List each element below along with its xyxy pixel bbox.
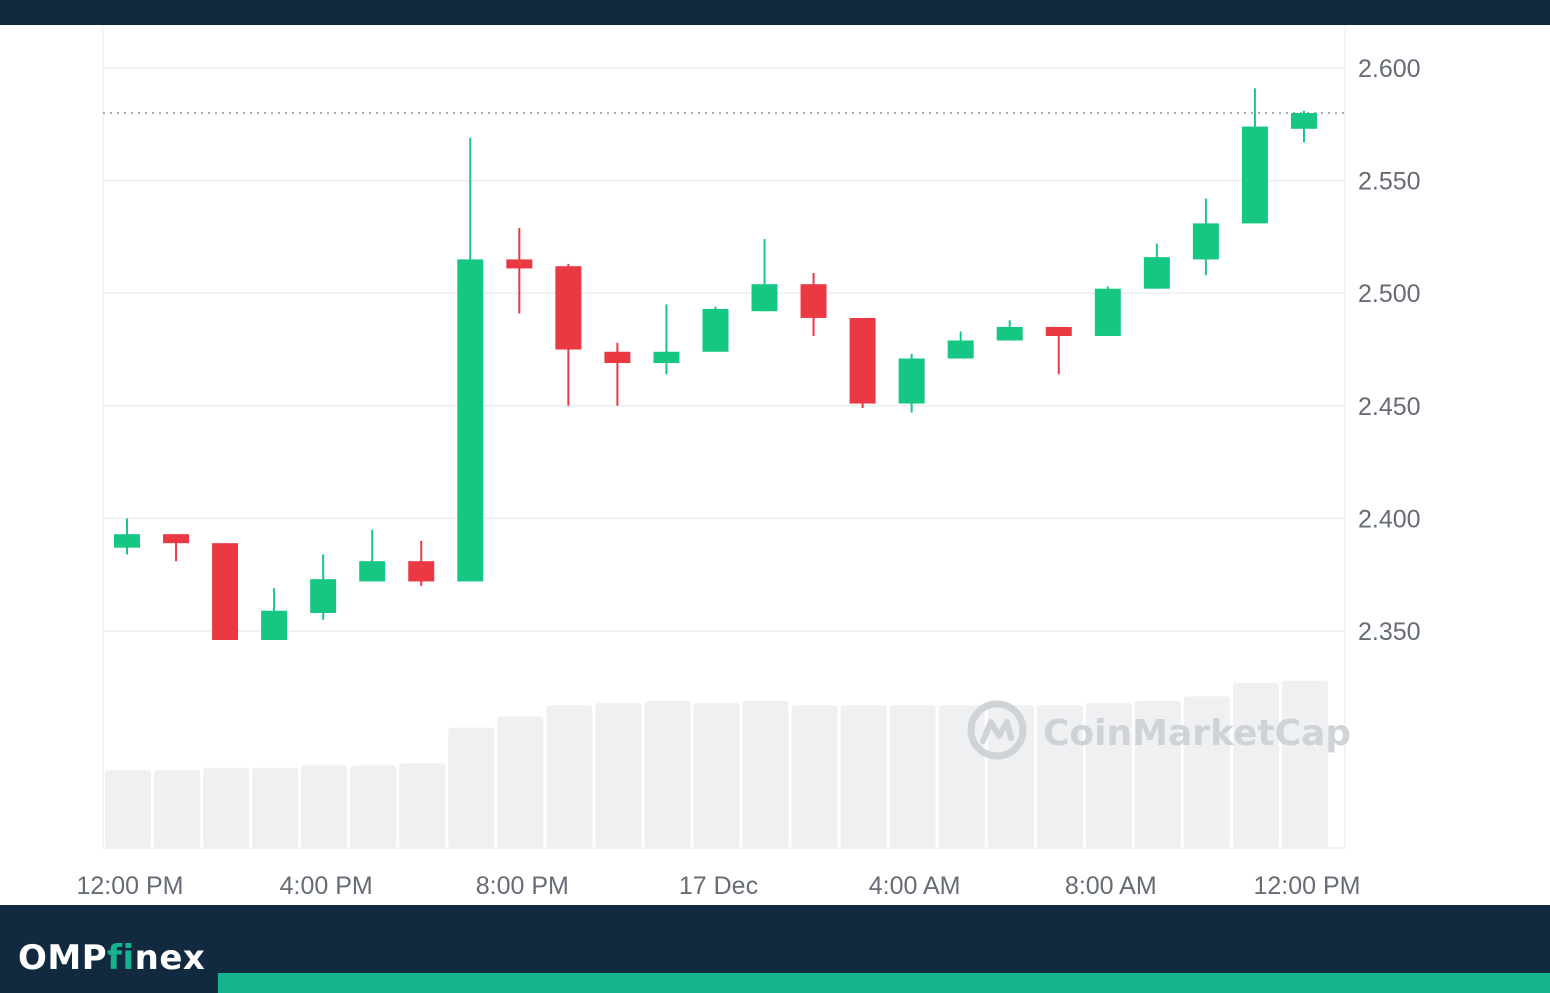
watermark: CoinMarketCap [967, 700, 1351, 760]
brand-logo: OMPfinex [18, 941, 205, 975]
candle-body [947, 340, 974, 359]
volume-bar [301, 765, 348, 848]
x-tick-label: 8:00 AM [1065, 872, 1157, 900]
volume-bar [889, 705, 936, 848]
candle-body [1045, 326, 1072, 336]
volume-bar [1036, 705, 1083, 848]
candle-body [555, 266, 582, 350]
candle-body [653, 351, 680, 364]
brand-name-suffix: nex [134, 938, 206, 978]
volume-bar [595, 703, 642, 848]
candle-body [1192, 223, 1219, 260]
candle-body [506, 259, 533, 269]
volume-bar [693, 703, 740, 848]
volume-bar [1183, 696, 1230, 848]
coinmarketcap-logo-icon [967, 700, 1027, 760]
candle-body [898, 358, 925, 404]
candle-body [261, 610, 288, 641]
y-tick-label: 2.350 [1358, 618, 1421, 646]
x-tick-label: 4:00 AM [869, 872, 961, 900]
candle-body [212, 543, 239, 641]
candlestick-chart-svg: CoinMarketCap 2.6002.5502.5002.4502.4002… [76, 25, 1421, 900]
x-tick-label: 17 Dec [679, 872, 758, 900]
candle-body [457, 259, 484, 582]
x-tick-label: 12:00 PM [1253, 872, 1360, 900]
volume-bar [105, 769, 152, 848]
candle-body [1143, 257, 1170, 289]
volume-bar [350, 765, 397, 848]
volume-bar [938, 705, 985, 848]
footer-banner: OMPfinex [0, 905, 1550, 993]
volume-bar [742, 700, 789, 848]
volume-bar [840, 705, 887, 848]
top-bar [0, 0, 1550, 25]
candle-layer [114, 88, 1317, 641]
axis-layer: 2.600 2.550 2.500 2.450 2.400 2.350 12:00 PM 4:… [76, 55, 1420, 900]
volume-bar [644, 700, 691, 848]
y-tick-label: 2.500 [1358, 280, 1421, 308]
footer-accent-stripe [218, 973, 1550, 993]
candle-body [751, 284, 778, 312]
candle-body [1290, 113, 1317, 129]
candle-body [849, 317, 876, 404]
volume-bar [1134, 700, 1181, 848]
volume-bar [399, 763, 446, 848]
volume-bar [1085, 703, 1132, 848]
volume-bar [1281, 680, 1328, 848]
candle-body [310, 579, 337, 613]
candle-body [1094, 288, 1121, 336]
price-chart: CoinMarketCap 2.600 2.550 2.500 2.450 2.400 2… [0, 25, 1550, 905]
volume-bar [448, 727, 495, 848]
volume-bar [154, 769, 201, 848]
volume-bar [546, 705, 593, 848]
candle-body [800, 284, 827, 318]
y-tick-label: 2.450 [1358, 393, 1421, 421]
volume-bar [252, 767, 299, 848]
candle-body [996, 326, 1023, 341]
x-tick-label: 12:00 PM [76, 872, 183, 900]
y-tick-label: 2.600 [1358, 55, 1421, 83]
candle-body [163, 534, 190, 544]
candle-body [1241, 126, 1268, 224]
volume-bar [791, 705, 838, 848]
candle-body [359, 561, 386, 582]
candle-body [702, 308, 729, 352]
watermark-text: CoinMarketCap [1043, 713, 1351, 754]
volume-bar [203, 767, 250, 848]
volume-bar [497, 716, 544, 848]
volume-layer [105, 680, 1328, 848]
candle-body [408, 561, 435, 582]
y-tick-label: 2.550 [1358, 168, 1421, 196]
brand-name-accent: fi [107, 938, 135, 978]
brand-name-prefix: OMP [18, 938, 108, 978]
y-tick-label: 2.400 [1358, 505, 1421, 533]
x-tick-label: 8:00 PM [476, 872, 569, 900]
x-tick-label: 4:00 PM [280, 872, 373, 900]
volume-bar [1232, 682, 1279, 848]
candle-body [114, 534, 140, 548]
candle-body [604, 351, 631, 364]
